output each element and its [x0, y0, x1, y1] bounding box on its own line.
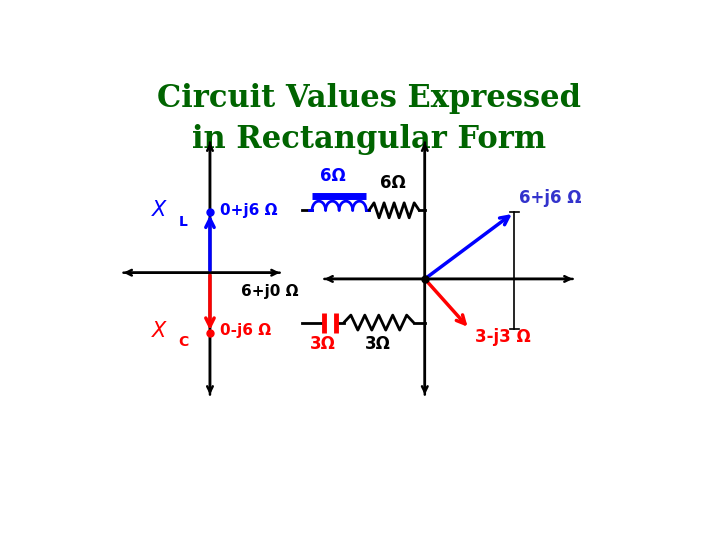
Text: 6+j0 Ω: 6+j0 Ω: [240, 284, 298, 299]
Text: C: C: [178, 335, 189, 349]
Text: in Rectangular Form: in Rectangular Form: [192, 124, 546, 155]
Text: Circuit Values Expressed: Circuit Values Expressed: [157, 83, 581, 113]
Text: 6+j6 Ω: 6+j6 Ω: [518, 189, 581, 207]
Text: $X$: $X$: [150, 200, 168, 220]
Text: 6Ω: 6Ω: [320, 167, 346, 185]
Text: 3Ω: 3Ω: [364, 335, 390, 353]
Text: 0-j6 Ω: 0-j6 Ω: [220, 323, 271, 339]
Text: L: L: [179, 214, 188, 228]
Text: 0+j6 Ω: 0+j6 Ω: [220, 203, 277, 218]
Text: 3-j3 Ω: 3-j3 Ω: [475, 328, 531, 346]
Text: 3Ω: 3Ω: [310, 335, 336, 353]
Text: 6Ω: 6Ω: [380, 174, 406, 192]
Text: $X$: $X$: [150, 321, 168, 341]
